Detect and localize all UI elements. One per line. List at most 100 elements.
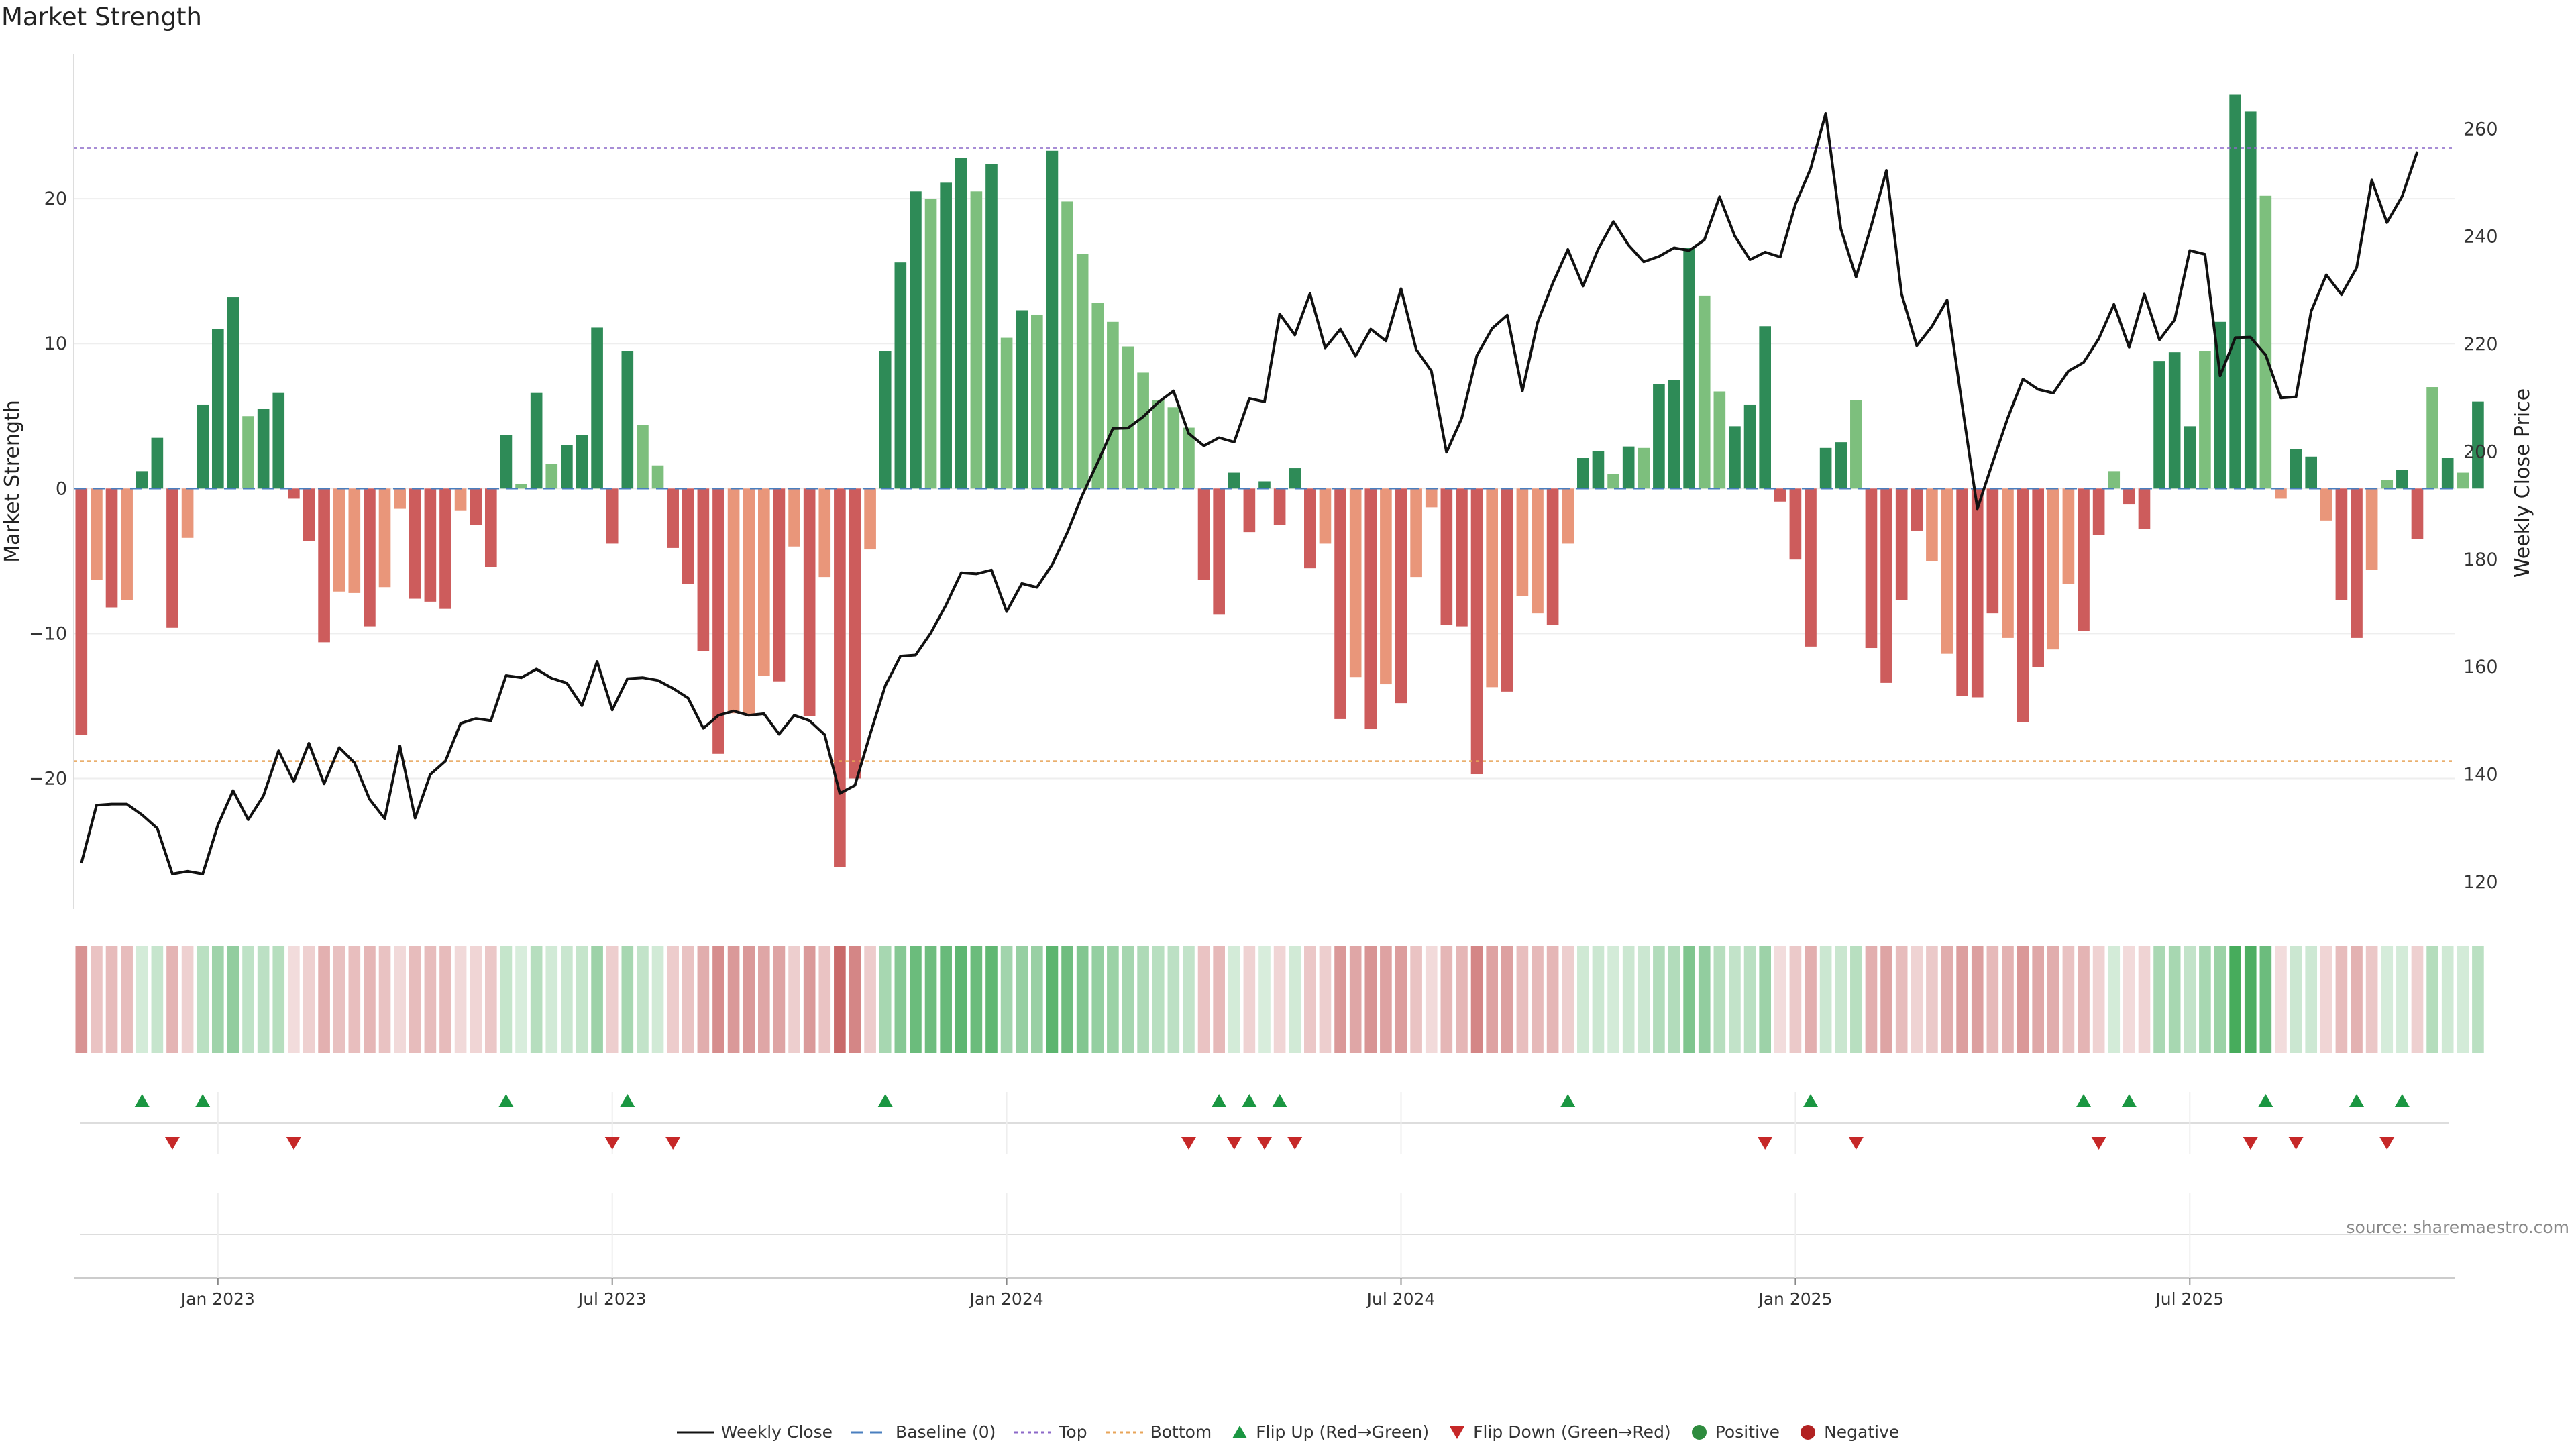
heat-cell <box>1759 946 1771 1053</box>
heat-cell <box>1061 946 1073 1053</box>
strength-bar <box>834 488 846 867</box>
legend-label: Flip Up (Red→Green) <box>1256 1422 1430 1442</box>
legend-label: Negative <box>1824 1422 1900 1442</box>
x-tick-label: Jul 2023 <box>577 1289 647 1309</box>
heat-cell <box>2320 946 2332 1053</box>
heat-cell <box>2184 946 2196 1053</box>
strength-bar <box>621 351 634 489</box>
strength-bar <box>1319 488 1332 544</box>
heat-cell <box>2396 946 2408 1053</box>
flip-down-marker <box>2288 1137 2304 1150</box>
strength-bar <box>561 445 573 489</box>
strength-bar <box>1304 488 1316 569</box>
strength-bar <box>1395 488 1407 704</box>
strength-bar <box>2002 488 2014 638</box>
flip-up-marker <box>877 1094 893 1107</box>
strength-bar <box>227 297 239 489</box>
strength-bar <box>849 488 861 779</box>
strength-bar <box>424 488 437 602</box>
legend-label: Baseline (0) <box>896 1422 996 1442</box>
strength-bar <box>1865 488 1878 649</box>
strength-bar <box>2229 94 2241 489</box>
x-tick-label: Jan 2024 <box>969 1289 1044 1309</box>
legend-swatch <box>1232 1425 1248 1438</box>
strength-bar <box>2290 449 2302 489</box>
strength-bar <box>1061 201 1073 489</box>
strength-bars <box>75 94 2484 867</box>
strength-bar <box>2108 471 2121 489</box>
strength-bar <box>1743 404 1756 489</box>
heat-cell <box>970 946 983 1053</box>
strength-bar <box>682 488 694 584</box>
strength-bar <box>2092 488 2105 535</box>
heat-cell <box>1607 946 1619 1053</box>
strength-bar <box>348 488 361 593</box>
strength-bar <box>136 471 148 489</box>
flip-down-marker <box>604 1137 620 1150</box>
strength-bar <box>1713 391 1726 489</box>
heat-cell <box>272 946 285 1053</box>
strength-bar <box>2168 352 2181 489</box>
strength-bar <box>2472 401 2484 489</box>
heat-cell <box>2411 946 2424 1053</box>
strength-bar <box>1698 295 1711 489</box>
flip-up-marker <box>195 1094 211 1107</box>
strength-bar <box>2047 488 2059 650</box>
heat-cell <box>515 946 527 1053</box>
strength-bar <box>1532 488 1544 614</box>
strength-bar <box>1819 447 1832 489</box>
strength-bar <box>272 392 285 489</box>
strength-bar <box>651 465 664 489</box>
strength-bar <box>1046 150 1059 489</box>
strength-bar <box>439 488 451 609</box>
heat-cell <box>1470 946 1483 1053</box>
flip-up-marker <box>498 1094 514 1107</box>
strength-bar <box>2184 426 2196 489</box>
x-tick-label: Jul 2024 <box>1366 1289 1436 1309</box>
strength-bar <box>727 488 740 714</box>
y-tick-label: −20 <box>29 769 67 790</box>
strength-bar <box>697 488 710 651</box>
y2-axis-label: Weekly Close Price <box>2511 388 2534 578</box>
strength-bar <box>1289 468 1301 489</box>
heat-cell <box>1532 946 1544 1053</box>
strength-bar <box>879 351 892 489</box>
heat-cell <box>621 946 634 1053</box>
heat-cell <box>955 946 967 1053</box>
y2-tick-label: 220 <box>2463 334 2498 355</box>
heat-cell <box>864 946 876 1053</box>
legend: Weekly Close Baseline (0) Top Bottom Flip Up… <box>0 1422 2576 1446</box>
heat-cell <box>545 946 558 1053</box>
strength-bar <box>1774 488 1786 502</box>
axes: 20 10 0 −10 −20 260 240 220 200 180 160 140 120 Marke… <box>1 54 2534 909</box>
strength-bar <box>1213 488 1225 615</box>
strength-bar <box>758 488 770 676</box>
heat-cell <box>1562 946 1574 1053</box>
strength-bar <box>1653 384 1665 489</box>
strength-bar <box>2199 351 2211 489</box>
y2-tick-label: 200 <box>2463 441 2498 462</box>
strength-bar <box>985 164 998 489</box>
x-tick-label: Jul 2025 <box>2154 1289 2224 1309</box>
y-tick-label: −10 <box>29 623 67 644</box>
heat-cell <box>1683 946 1695 1053</box>
heat-cell <box>1774 946 1786 1053</box>
heat-cell <box>2108 946 2121 1053</box>
flip-down-marker <box>2091 1137 2106 1150</box>
heat-cell <box>2381 946 2394 1053</box>
flip-down-marker <box>2243 1137 2258 1150</box>
heat-cell <box>910 946 922 1053</box>
legend-swatch <box>1450 1426 1465 1439</box>
strength-bar <box>2259 195 2272 489</box>
heat-cell <box>394 946 406 1053</box>
strength-bar <box>2365 488 2378 570</box>
heat-cell <box>1334 946 1346 1053</box>
strength-bar <box>894 262 907 489</box>
heat-cell <box>1137 946 1149 1053</box>
strength-bar <box>318 488 330 643</box>
strength-bar <box>637 425 649 489</box>
legend-item: Flip Up (Red→Green) <box>1230 1422 1429 1442</box>
strength-bar <box>2032 488 2045 667</box>
strength-bar <box>1729 426 1741 489</box>
heat-cell <box>1546 946 1559 1053</box>
